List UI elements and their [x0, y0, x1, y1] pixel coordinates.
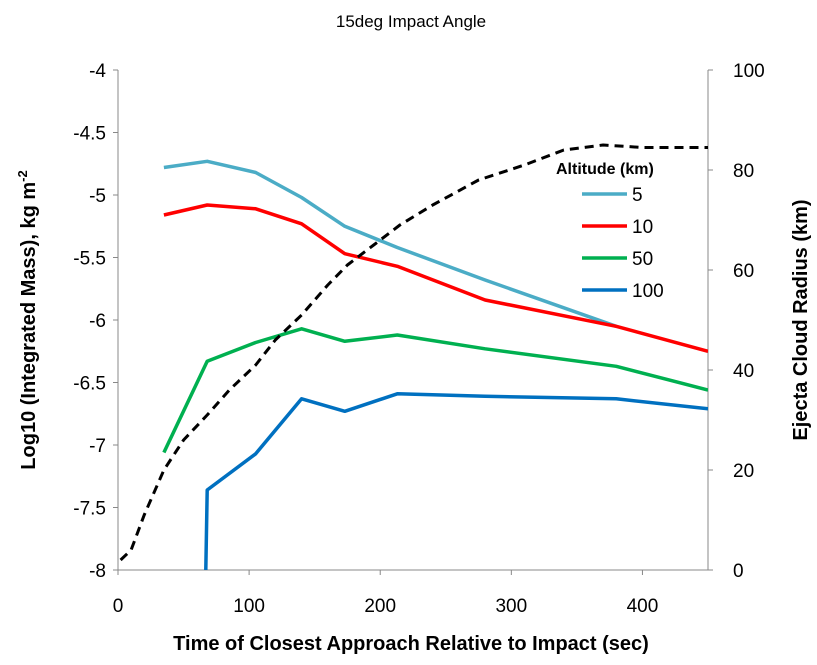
- legend-label-10: 10: [632, 217, 653, 238]
- x-tick-label: 100: [233, 596, 265, 617]
- y-axis-label-left-superscript: -2: [15, 170, 30, 182]
- y-right-tick-label: 0: [733, 561, 744, 582]
- axes: 0 100 200 300 400-4-4.5-5-5.5-6-6.5-7-7.5-81…: [73, 61, 764, 617]
- x-axis-label: Time of Closest Approach Relative to Imp…: [173, 633, 649, 655]
- legend-title: Altitude (km): [556, 161, 654, 178]
- series-layer: [119, 143, 708, 571]
- x-tick-label: 300: [495, 596, 527, 617]
- x-tick-label: 0: [113, 596, 124, 617]
- y-left-tick-label: -7.5: [73, 499, 106, 520]
- x-tick-label: 400: [627, 596, 659, 617]
- x-tick-label: 200: [364, 596, 396, 617]
- series-line-ejecta-radius: [119, 143, 708, 562]
- y-left-tick-label: -7: [89, 436, 106, 457]
- y-left-tick-label: -5: [89, 186, 106, 207]
- y-right-tick-label: 40: [733, 361, 754, 382]
- y-left-tick-label: -6.5: [73, 374, 106, 395]
- y-axis-label-left-main: Log10 (Integrated Mass), kg m: [18, 182, 40, 470]
- legend-label-50: 50: [632, 249, 653, 270]
- series-line-altitude-10: [163, 203, 708, 353]
- y-left-tick-label: -8: [89, 561, 106, 582]
- y-axis-label-right: Ejecta Cloud Radius (km): [790, 199, 812, 440]
- series-line-altitude-100: [204, 392, 708, 571]
- series-line-altitude-5: [163, 159, 617, 328]
- y-right-tick-label: 100: [733, 61, 765, 82]
- legend: Altitude (km) 5 10 50 100: [556, 161, 664, 302]
- y-axis-label-left: Log10 (Integrated Mass), kg m-2: [15, 170, 40, 469]
- y-left-tick-label: -6: [89, 311, 106, 332]
- y-left-tick-label: -5.5: [73, 249, 106, 270]
- y-left-tick-label: -4.5: [73, 124, 106, 145]
- chart-title: 15deg Impact Angle: [336, 12, 486, 31]
- series-line-altitude-50: [162, 327, 708, 454]
- legend-label-5: 5: [632, 185, 643, 206]
- y-left-tick-label: -4: [89, 61, 106, 82]
- y-right-tick-label: 20: [733, 461, 754, 482]
- y-right-tick-label: 60: [733, 261, 754, 282]
- y-right-tick-label: 80: [733, 161, 754, 182]
- legend-label-100: 100: [632, 281, 664, 302]
